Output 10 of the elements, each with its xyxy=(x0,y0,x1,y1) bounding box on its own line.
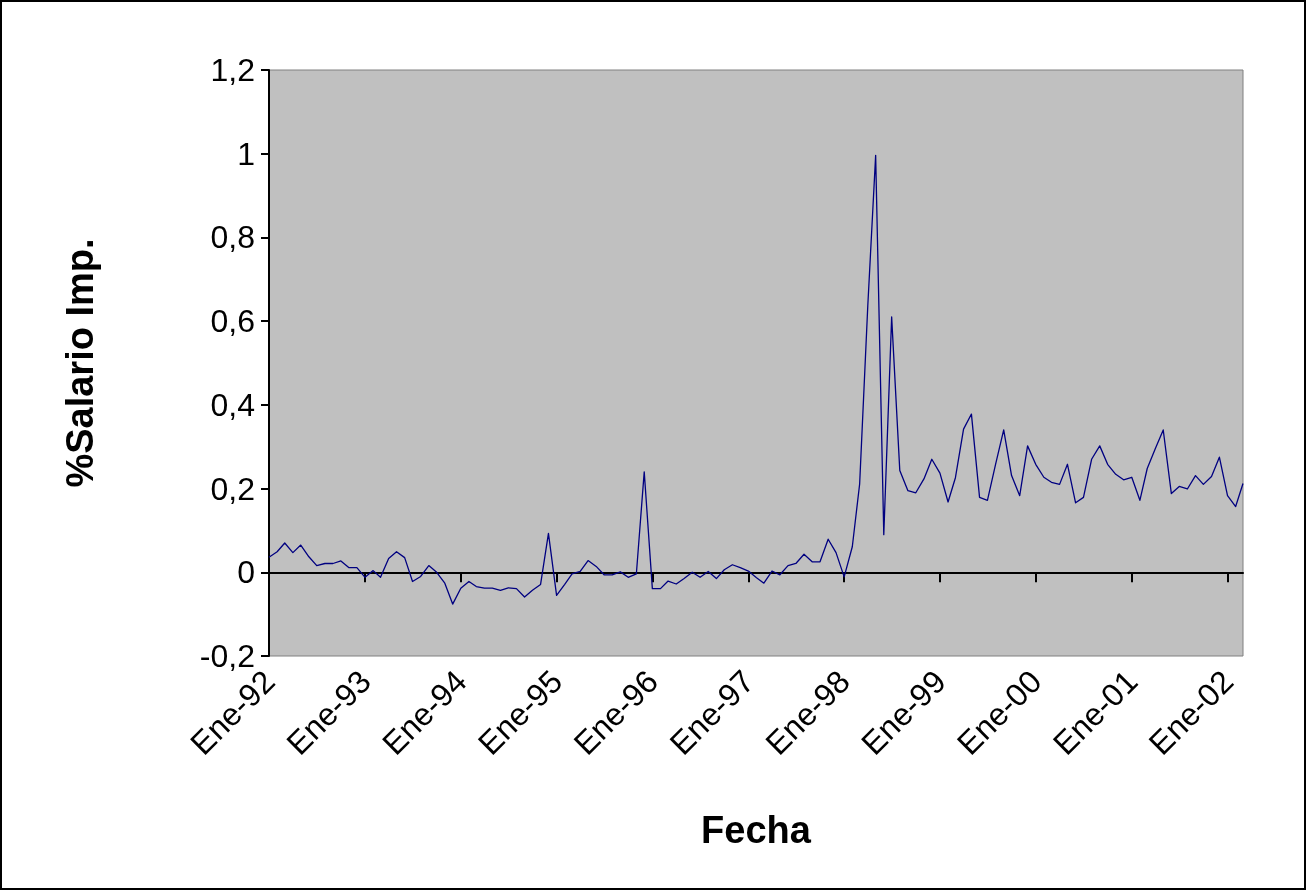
y-tick-label: -0,2 xyxy=(199,638,255,674)
y-tick-label: 0,8 xyxy=(210,219,255,256)
y-tick-label: 0,6 xyxy=(210,303,255,340)
y-tick-label: 1 xyxy=(237,135,255,172)
y-axis-title: %Salario Imp. xyxy=(59,238,101,488)
y-tick-label: 0,2 xyxy=(210,470,255,507)
y-tick-label: 0,4 xyxy=(210,386,255,423)
y-tick-label: 1,2 xyxy=(210,52,255,88)
x-axis-title: Fecha xyxy=(701,809,812,851)
y-tick-label: 0 xyxy=(237,554,255,591)
